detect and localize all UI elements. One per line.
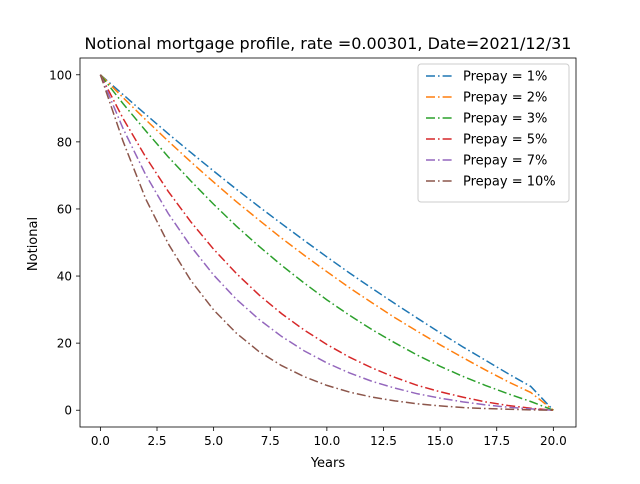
- x-tick-label: 12.5: [370, 434, 397, 448]
- series-line-4: [99, 74, 554, 411]
- legend-entry-label: Prepay = 2%: [463, 91, 547, 106]
- legend-entry-label: Prepay = 10%: [463, 175, 556, 190]
- series-line-3: [99, 74, 554, 411]
- x-tick-label: 0.0: [91, 434, 110, 448]
- series-line-2: [99, 74, 554, 411]
- y-tick-label: 100: [49, 68, 72, 82]
- y-tick-label: 20: [57, 337, 72, 351]
- plot-frame: [79, 57, 577, 428]
- y-tick-label: 0: [64, 404, 72, 418]
- x-tick-label: 15.0: [427, 434, 454, 448]
- series-line-5: [99, 74, 554, 411]
- legend-box: [417, 63, 570, 203]
- legend-entry-label: Prepay = 3%: [463, 112, 547, 127]
- y-tick-label: 60: [57, 202, 72, 216]
- legend-entry-label: Prepay = 5%: [463, 133, 547, 148]
- legend: Prepay = 1% Prepay = 2% Prepay = 3% Prepay …: [417, 63, 570, 203]
- x-axis-label: Years: [310, 456, 346, 471]
- x-tick-label: 7.5: [261, 434, 280, 448]
- x-tick-label: 10.0: [314, 434, 341, 448]
- x-tick-label: 2.5: [147, 434, 166, 448]
- legend-entry-label: Prepay = 1%: [463, 70, 547, 85]
- y-tick-label: 40: [57, 270, 72, 284]
- x-tick-label: 20.0: [540, 434, 567, 448]
- legend-entry-label: Prepay = 7%: [463, 154, 547, 169]
- series-line-1: [99, 74, 554, 411]
- x-tick-label: 17.5: [483, 434, 510, 448]
- series-layer: [99, 74, 554, 411]
- chart-title: Notional mortgage profile, rate =0.00301…: [85, 34, 572, 53]
- series-line-6: [99, 74, 554, 411]
- y-tick-label: 80: [57, 135, 72, 149]
- y-axis-label: Notional: [26, 217, 41, 271]
- axes-layer: 0.0 2.5 5.0 7.5 10.0 12.5 15.0 17.5 20.0 0 20 40 60 8…: [49, 57, 577, 448]
- x-tick-label: 5.0: [204, 434, 223, 448]
